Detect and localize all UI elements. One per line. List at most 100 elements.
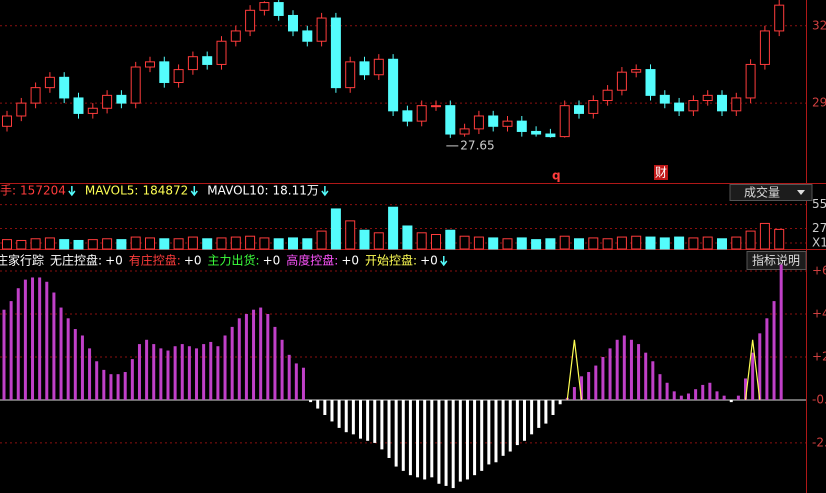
candle-body xyxy=(531,130,542,135)
indicator-bar xyxy=(744,378,748,400)
indicator-bar xyxy=(416,399,420,478)
volume-bar xyxy=(216,237,227,250)
indicator-bar xyxy=(394,399,398,467)
indicator-bar xyxy=(202,344,206,400)
y-tick-label: 27 xyxy=(812,221,826,235)
volume-bar xyxy=(288,237,298,250)
indicator-bar xyxy=(779,264,783,400)
button-label: 成交量 xyxy=(744,185,780,200)
candle-body xyxy=(116,94,127,104)
candle-body xyxy=(373,58,384,76)
candle-body xyxy=(359,61,370,76)
volume-bar xyxy=(631,235,642,250)
indicator-bar xyxy=(23,279,27,400)
candle-body xyxy=(574,105,584,114)
indicator-bar xyxy=(180,344,184,400)
candle-body xyxy=(659,94,670,104)
candle-body xyxy=(516,120,527,132)
volume-bar xyxy=(559,235,570,250)
volume-bar xyxy=(73,239,84,250)
indicator-bar xyxy=(572,387,576,400)
event-marker-box xyxy=(654,165,668,180)
indicator-bar xyxy=(679,395,683,400)
indicator-bar xyxy=(301,367,305,400)
volume-bar xyxy=(702,236,713,250)
indicator-bar xyxy=(465,399,469,480)
candle-body xyxy=(488,115,499,127)
legend-value: 18.11万 xyxy=(273,184,319,198)
volume-bar xyxy=(316,230,327,250)
indicator-bar xyxy=(66,318,70,400)
indicator-bar xyxy=(330,399,334,422)
candle-body xyxy=(259,2,270,11)
indicator-bar xyxy=(16,288,20,400)
indicator-bar xyxy=(123,372,127,400)
event-marker: q xyxy=(552,169,561,183)
indicator-bar xyxy=(130,359,134,400)
volume-bar xyxy=(674,236,685,250)
candle-body xyxy=(16,102,27,117)
indicator-bar xyxy=(351,399,355,435)
legend-name: 有庄控盘: xyxy=(129,253,181,268)
indicator-bar xyxy=(487,399,491,465)
candle-body xyxy=(159,61,170,83)
down-arrow-icon xyxy=(190,186,198,197)
button-label: 指标说明 xyxy=(752,253,800,268)
indicator-bar xyxy=(658,374,662,400)
volume-bar xyxy=(774,228,785,250)
indicator-bar xyxy=(729,399,733,403)
indicator-bar xyxy=(137,344,141,400)
help-button[interactable]: 指标说明 xyxy=(746,251,807,270)
candle-body xyxy=(59,76,70,99)
indicator-bar xyxy=(430,399,434,478)
indicator-bar xyxy=(423,399,427,480)
legend-value: 184872 xyxy=(142,184,188,198)
volume-bar xyxy=(345,220,356,250)
indicator-bar xyxy=(644,352,648,400)
indicator-bar xyxy=(259,307,263,400)
y-tick-label: +2 xyxy=(812,349,826,363)
indicator-bar xyxy=(686,393,690,400)
indicator-bar xyxy=(95,361,99,400)
volume-bar xyxy=(616,236,627,250)
legend-name: MAVOL5: xyxy=(85,184,139,198)
indicator-bar xyxy=(451,399,455,489)
legend-name: 手: xyxy=(0,184,16,198)
indicator-bar xyxy=(458,399,462,482)
volume-bar xyxy=(259,237,270,250)
indicator-bar xyxy=(366,399,370,441)
indicator-bar xyxy=(622,335,626,400)
volume-button[interactable]: 成交量 xyxy=(729,184,813,201)
indicator-bar xyxy=(551,399,555,415)
legend-value: +0 xyxy=(105,254,123,268)
candle-body xyxy=(502,120,513,127)
indicator-bar xyxy=(166,350,170,400)
indicator-bar xyxy=(159,348,163,400)
candle-body xyxy=(73,97,84,114)
indicator-bar xyxy=(594,365,598,400)
candle-body xyxy=(445,105,456,135)
indicator-bar xyxy=(444,399,448,486)
event-marker: 财 xyxy=(655,166,667,180)
volume-bar xyxy=(102,238,113,250)
candle-body xyxy=(774,4,785,32)
candle-body xyxy=(588,100,599,114)
volume-bar xyxy=(273,238,284,250)
y-tick-label: -0. xyxy=(812,392,826,406)
indicator-bar xyxy=(387,399,391,458)
volume-bar xyxy=(502,238,513,250)
legend-value: +0 xyxy=(263,254,281,268)
indicator-bar xyxy=(515,399,519,446)
indicator-bar xyxy=(408,399,412,476)
volume-bar xyxy=(574,238,584,250)
indicator-bar xyxy=(694,389,698,400)
candle-body xyxy=(731,97,742,112)
indicator-bar xyxy=(629,339,633,400)
candle-body xyxy=(245,9,256,32)
volume-bar xyxy=(330,208,341,250)
volume-bar xyxy=(130,236,141,250)
candle-body xyxy=(416,105,427,122)
candle-body xyxy=(473,115,484,130)
legend-name: 无庄控盘: xyxy=(50,253,102,268)
volume-bar xyxy=(402,225,413,250)
